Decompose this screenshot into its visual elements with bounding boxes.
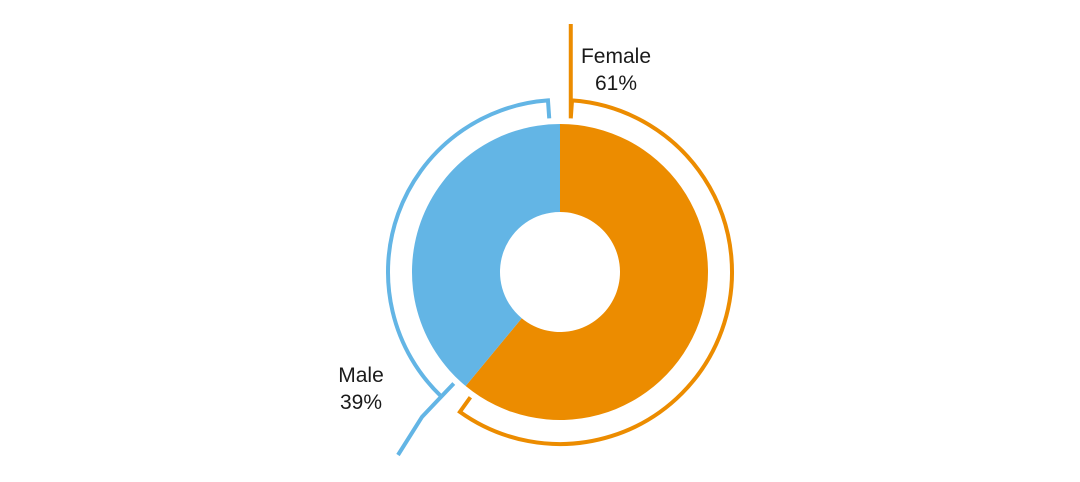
male-label: Male [338, 364, 384, 387]
outline-arc-female [457, 24, 734, 446]
slice-male [411, 124, 560, 387]
slices-layer [411, 124, 708, 420]
slice-female [465, 124, 708, 420]
female-label: Female [581, 45, 651, 68]
male-value-label: 39% [340, 391, 382, 414]
outline-arc-male [385, 98, 552, 457]
female-value-label: 61% [595, 72, 637, 95]
outline-arcs-layer [385, 24, 734, 457]
